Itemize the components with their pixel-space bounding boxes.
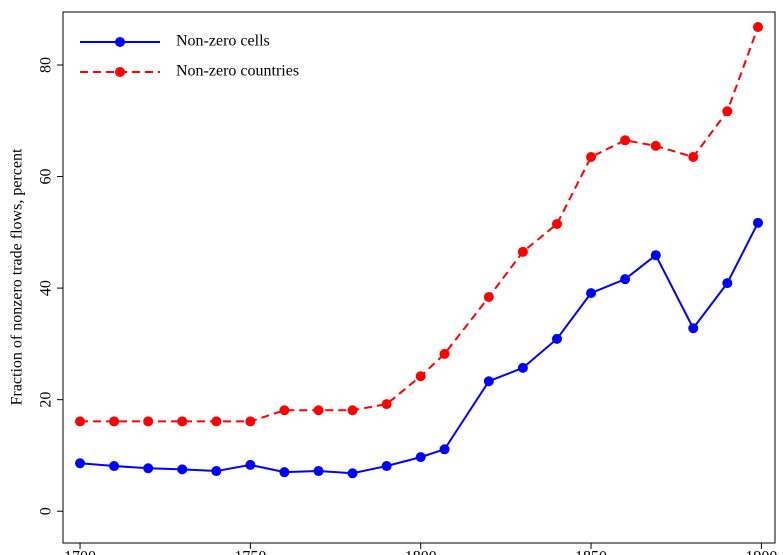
- point: [109, 461, 120, 472]
- point: [551, 333, 562, 344]
- point: [211, 466, 222, 477]
- point: [381, 399, 392, 410]
- series-line: [79, 222, 759, 475]
- point: [722, 106, 733, 117]
- point: [109, 416, 120, 427]
- point: [620, 135, 631, 146]
- y-tick-label: 0: [38, 507, 55, 515]
- x-tick-label: 1900: [745, 549, 777, 555]
- point: [347, 405, 358, 416]
- point: [279, 467, 290, 478]
- point: [483, 292, 494, 303]
- point: [415, 371, 426, 382]
- point: [586, 152, 597, 163]
- point: [381, 461, 392, 472]
- point: [752, 217, 763, 228]
- x-tick-label: 1750: [234, 549, 266, 555]
- series-line: [80, 26, 759, 423]
- legend-label: Non-zero countries: [176, 63, 299, 80]
- point: [245, 459, 256, 470]
- y-tick-label: 20: [38, 392, 55, 408]
- point: [650, 140, 661, 151]
- y-tick-label: 80: [38, 57, 55, 73]
- point: [439, 444, 450, 455]
- legend-label: Non-zero cells: [176, 33, 270, 50]
- point: [752, 22, 763, 33]
- plot-frame: [62, 11, 776, 544]
- y-tick-label: 40: [38, 280, 55, 296]
- point: [75, 458, 86, 469]
- x-tick-label: 1700: [64, 549, 96, 555]
- point: [347, 468, 358, 479]
- point: [211, 416, 222, 427]
- point: [415, 452, 426, 463]
- point: [517, 246, 528, 257]
- point: [439, 348, 450, 359]
- legend-marker: [115, 67, 125, 77]
- x-tick-label: 1850: [575, 549, 607, 555]
- point: [313, 466, 324, 477]
- legend-marker: [115, 37, 125, 47]
- point: [551, 218, 562, 229]
- point: [483, 376, 494, 387]
- y-axis-label: Fraction of nonzero trade flows, percent: [9, 148, 26, 405]
- point: [177, 416, 188, 427]
- y-tick-label: 60: [38, 169, 55, 185]
- point: [143, 463, 154, 474]
- point: [245, 416, 256, 427]
- point: [517, 362, 528, 373]
- point: [143, 416, 154, 427]
- point: [688, 152, 699, 163]
- x-tick-label: 1800: [405, 549, 437, 555]
- point: [313, 405, 324, 416]
- point: [586, 288, 597, 299]
- point: [620, 274, 631, 285]
- point: [177, 464, 188, 475]
- point: [75, 416, 86, 427]
- point: [722, 278, 733, 289]
- point: [650, 250, 661, 261]
- point: [279, 405, 290, 416]
- point: [688, 323, 699, 334]
